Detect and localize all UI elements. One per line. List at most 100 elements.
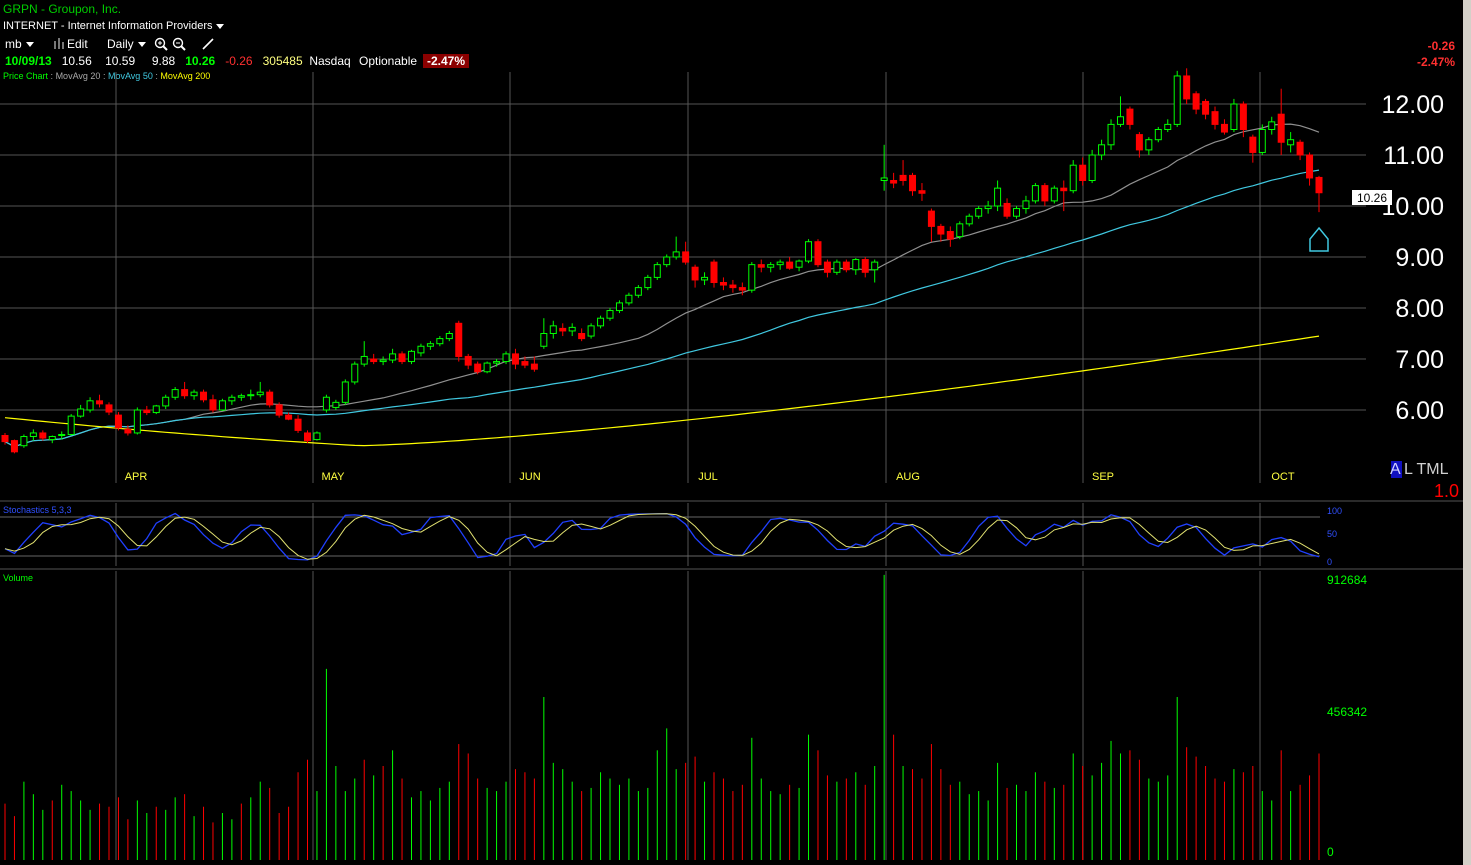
month-tick-label: OCT bbox=[1271, 471, 1295, 483]
month-tick-label: MAY bbox=[321, 471, 345, 483]
volume-label: Volume bbox=[3, 573, 33, 583]
candle-body bbox=[407, 350, 415, 363]
legend-ma50: MovAvg 50 bbox=[107, 71, 153, 81]
edit-button[interactable]: Edit bbox=[53, 37, 88, 51]
candle-body bbox=[549, 325, 557, 335]
candle-body bbox=[710, 261, 718, 284]
candle-body bbox=[67, 415, 75, 435]
zoom-in-icon[interactable] bbox=[154, 37, 168, 51]
stochastics-tick-label: 0 bbox=[1327, 557, 1332, 567]
candle-body bbox=[937, 225, 945, 235]
candle-body bbox=[757, 264, 765, 268]
candle-body bbox=[909, 174, 917, 192]
candle-body bbox=[285, 414, 293, 420]
account-dropdown[interactable]: mb bbox=[5, 37, 34, 51]
pentagon-marker-icon[interactable] bbox=[1309, 226, 1329, 252]
candle-body bbox=[256, 391, 264, 396]
chevron-down-icon bbox=[25, 42, 34, 48]
candle-body bbox=[1315, 176, 1323, 194]
candle-body bbox=[417, 345, 425, 354]
period-dropdown[interactable]: Daily bbox=[107, 37, 146, 51]
volume-bars bbox=[4, 574, 1320, 860]
candle-body bbox=[351, 363, 359, 383]
candle-body bbox=[1145, 139, 1153, 151]
candle-body bbox=[58, 433, 66, 437]
candle-body bbox=[294, 418, 302, 431]
candle-body bbox=[77, 408, 85, 417]
last-price-label: 10.26 bbox=[1357, 191, 1387, 205]
candle-body bbox=[1287, 139, 1295, 146]
industry-label: INTERNET - Internet Information Provider… bbox=[3, 20, 213, 32]
candle-body bbox=[719, 282, 727, 286]
window-scrollbar[interactable] bbox=[1463, 0, 1471, 865]
candle-body bbox=[266, 391, 274, 406]
candle-body bbox=[615, 302, 623, 312]
candle-body bbox=[237, 395, 245, 398]
candle-body bbox=[984, 205, 992, 210]
candle-body bbox=[767, 264, 775, 268]
candle-body bbox=[313, 432, 321, 441]
industry-selector[interactable]: INTERNET - Internet Information Provider… bbox=[3, 19, 225, 33]
candle-body bbox=[833, 261, 841, 273]
right-change: -0.26 bbox=[1427, 39, 1455, 53]
volume-tick-label: 456342 bbox=[1327, 705, 1367, 719]
candle-body bbox=[691, 266, 699, 281]
candle-body bbox=[587, 325, 595, 337]
candle-body bbox=[1258, 129, 1266, 153]
draw-line-icon[interactable] bbox=[201, 37, 215, 51]
month-tick-label: JUN bbox=[519, 471, 540, 483]
candle-body bbox=[483, 362, 491, 373]
candle-body bbox=[1239, 103, 1247, 130]
volume-axis: 912684 456342 0 bbox=[1327, 573, 1367, 859]
candle-body bbox=[1211, 111, 1219, 125]
quote-exchange: Nasdaq bbox=[309, 54, 351, 68]
price-tick-label: 11.00 bbox=[1383, 142, 1444, 170]
altml-label: A L TML 1.0 bbox=[1390, 461, 1459, 501]
candle-body bbox=[190, 391, 198, 397]
candle-body bbox=[105, 404, 113, 413]
right-pct: -2.47% bbox=[1416, 55, 1455, 69]
quote-volume: 305485 bbox=[262, 54, 303, 68]
candles bbox=[1, 68, 1323, 454]
month-tick-label: AUG bbox=[896, 471, 920, 483]
candle-body bbox=[871, 261, 879, 271]
candle-body bbox=[10, 440, 18, 453]
candle-body bbox=[899, 174, 907, 181]
candle-body bbox=[1116, 116, 1124, 125]
candle-body bbox=[823, 261, 831, 273]
candle-body bbox=[181, 389, 189, 397]
candle-body bbox=[218, 400, 226, 411]
altml-value: 1.0 bbox=[1434, 481, 1459, 501]
stochastics-axis: 100 50 0 bbox=[0, 506, 1342, 567]
candle-body bbox=[634, 287, 642, 296]
candle-body bbox=[341, 381, 349, 403]
candle-body bbox=[379, 359, 387, 363]
candle-body bbox=[578, 333, 586, 340]
candle-body bbox=[786, 261, 794, 269]
candle-body bbox=[852, 259, 860, 271]
candle-body bbox=[663, 256, 671, 266]
candle-body bbox=[29, 432, 37, 438]
candle-body bbox=[20, 436, 28, 447]
quote-low: 9.88 bbox=[151, 54, 176, 68]
candle-body bbox=[436, 338, 444, 345]
candle-body bbox=[1230, 103, 1238, 130]
candle-body bbox=[143, 409, 151, 414]
candle-body bbox=[86, 400, 94, 411]
month-axis: APR MAY JUN JUL AUG SEP OCT bbox=[125, 471, 1295, 483]
stochastics-k-line bbox=[4, 512, 1320, 561]
candle-body bbox=[1164, 123, 1172, 131]
candle-body bbox=[805, 241, 813, 262]
candle-body bbox=[994, 187, 1002, 207]
ticker-title: GRPN - Groupon, Inc. bbox=[3, 2, 122, 16]
candle-body bbox=[597, 317, 605, 327]
chevron-down-icon bbox=[216, 23, 225, 29]
month-tick-label: SEP bbox=[1092, 471, 1114, 483]
bar-chart-icon bbox=[54, 38, 64, 49]
moving-averages bbox=[4, 123, 1320, 448]
candle-body bbox=[200, 391, 208, 401]
zoom-out-icon[interactable] bbox=[172, 37, 186, 51]
